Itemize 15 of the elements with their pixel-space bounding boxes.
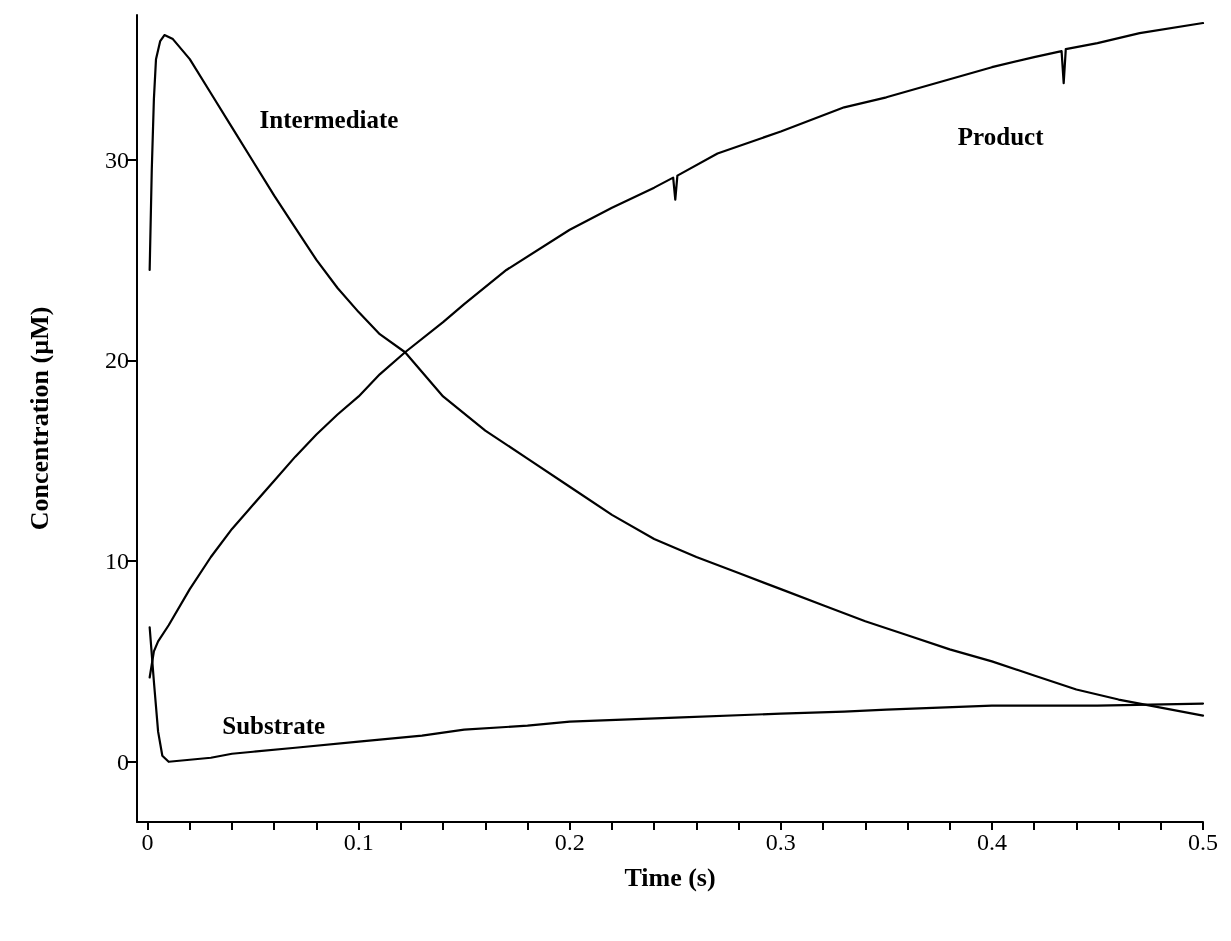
series-label: Intermediate [259,106,399,134]
x-tick-label: 0 [141,829,154,855]
x-tick-label: 0.3 [765,829,796,855]
series-label: Substrate [222,711,326,739]
y-tick-label: 10 [105,548,129,575]
y-tick-label: 20 [105,347,129,374]
x-tick-label: 0.5 [1188,829,1218,855]
y-axis-title: Concentration (µM) [24,306,54,531]
x-tick-label: 0.4 [976,829,1007,855]
series-label: Product [957,122,1045,150]
x-tick-label: 0.1 [343,829,374,855]
y-tick-label: 30 [105,146,129,173]
x-tick-label: 0.2 [554,829,585,855]
y-tick-label: 0 [117,748,129,775]
x-axis-title: Time (s) [624,862,716,892]
